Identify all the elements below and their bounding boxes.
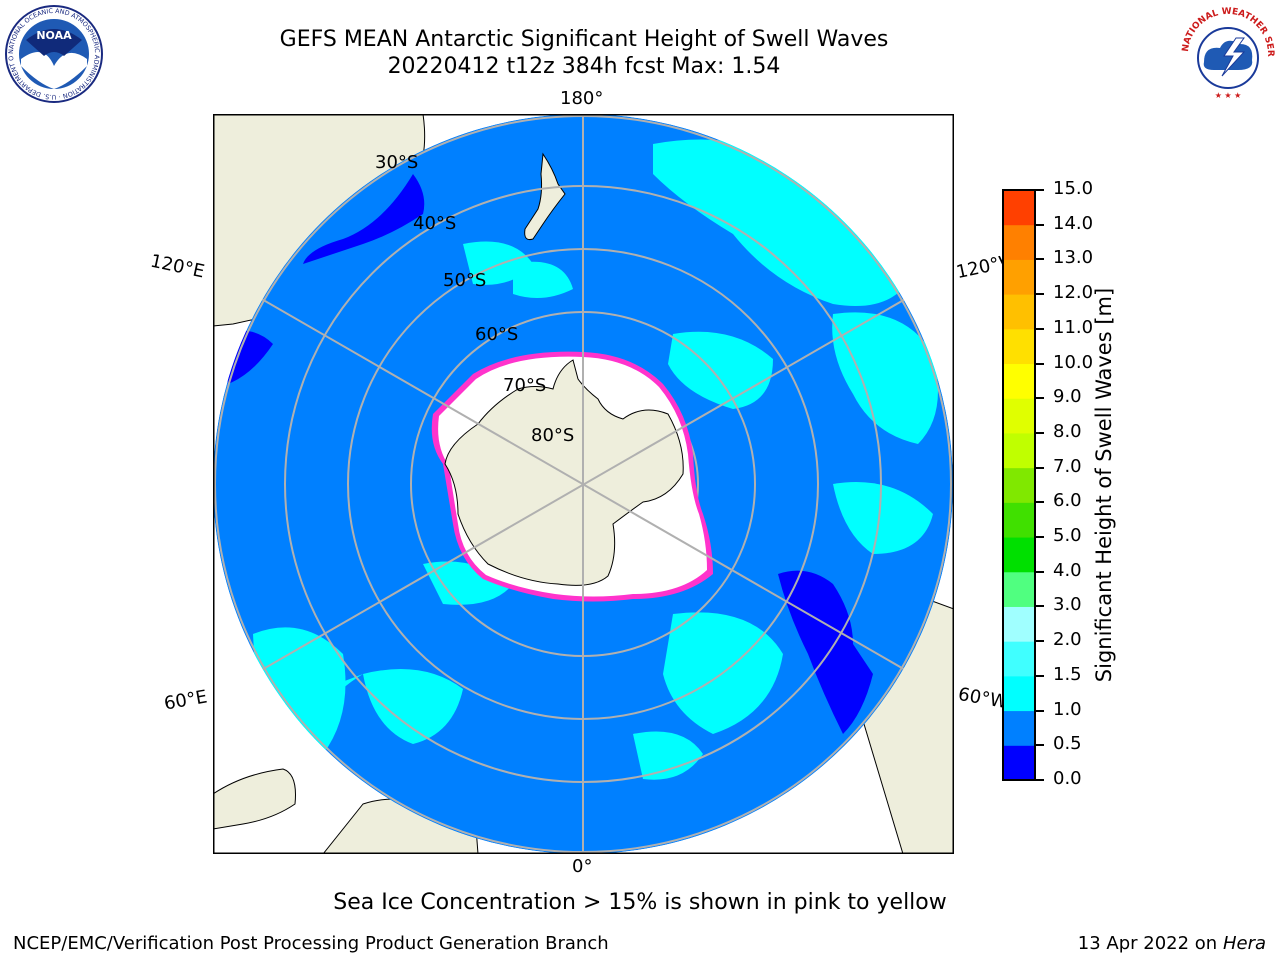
colorbar-swatch <box>1004 606 1034 642</box>
colorbar-tick-mark <box>1036 570 1044 573</box>
colorbar-tick-label: 3.0 <box>1053 594 1082 616</box>
colorbar-swatch <box>1004 710 1034 746</box>
colorbar-tick-mark <box>1036 744 1044 747</box>
credit-text: NCEP/EMC/Verification Post Processing Pr… <box>13 933 609 954</box>
colorbar-tick-mark <box>1036 640 1044 643</box>
new-zealand-land <box>524 152 566 240</box>
colorbar-tick-label: 0.5 <box>1053 733 1082 755</box>
colorbar-tick-label: 0.0 <box>1053 768 1082 789</box>
lon-label-120e: 120°E <box>148 250 207 283</box>
run-date: 13 Apr 2022 on Hera <box>1078 933 1266 954</box>
colorbar-swatch <box>1004 641 1034 677</box>
lon-label-180: 180° <box>560 88 604 109</box>
colorbar-tick-label: 5.0 <box>1053 525 1082 547</box>
colorbar-tick-mark <box>1036 327 1044 330</box>
colorbar-tick-mark <box>1036 536 1044 539</box>
lon-label-60e: 60°E <box>162 686 209 715</box>
colorbar-tick-mark <box>1036 605 1044 608</box>
colorbar-tick-label: 1.5 <box>1053 663 1082 685</box>
sea-ice-note: Sea Ice Concentration > 15% is shown in … <box>333 890 947 915</box>
polar-map: 30°S 40°S 50°S 60°S 70°S 80°S <box>213 114 954 854</box>
colorbar-tick-label: 6.0 <box>1053 490 1082 512</box>
host-name: Hera <box>1222 933 1266 954</box>
colorbar-swatch <box>1004 502 1034 538</box>
run-date-prefix: 13 Apr 2022 on <box>1077 933 1223 954</box>
lat-label-30s: 30°S <box>375 152 418 173</box>
colorbar-tick-label: 14.0 <box>1053 212 1094 234</box>
colorbar-tick-label: 11.0 <box>1053 316 1094 338</box>
lat-label-40s: 40°S <box>413 213 456 234</box>
nws-logo-icon: NATIONAL WEATHER SERVICE ★ ★ ★ <box>1178 4 1276 102</box>
colorbar-tick-mark <box>1036 501 1044 504</box>
colorbar-tick-label: 4.0 <box>1053 559 1082 581</box>
colorbar-tick-label: 13.0 <box>1053 247 1094 269</box>
colorbar-swatch <box>1004 328 1034 365</box>
chart-subtitle: 20220412 t12z 384h fcst Max: 1.54 <box>387 54 781 79</box>
colorbar-tick-label: 10.0 <box>1053 351 1094 373</box>
noaa-logo-text: NOAA <box>36 29 72 42</box>
colorbar <box>1002 189 1036 781</box>
colorbar-tick-label: 15.0 <box>1053 178 1094 199</box>
colorbar-tick-mark <box>1036 709 1044 712</box>
colorbar-swatch <box>1004 294 1034 330</box>
colorbar-swatch <box>1004 224 1034 260</box>
lat-label-50s: 50°S <box>443 270 486 291</box>
colorbar-swatch <box>1004 537 1034 573</box>
colorbar-swatch <box>1004 259 1034 295</box>
lat-label-60s: 60°S <box>475 324 518 345</box>
colorbar-tick-mark <box>1036 397 1044 400</box>
colorbar-swatch <box>1004 190 1034 226</box>
colorbar-tick-mark <box>1036 189 1044 191</box>
colorbar-swatch <box>1004 745 1034 781</box>
colorbar-tick-label: 12.0 <box>1053 282 1094 304</box>
madagascar-land <box>213 768 296 830</box>
lat-label-80s: 80°S <box>531 425 574 446</box>
colorbar-swatch <box>1004 467 1034 503</box>
colorbar-tick-label: 8.0 <box>1053 420 1082 442</box>
colorbar-tick-label: 2.0 <box>1053 629 1082 651</box>
lat-label-70s: 70°S <box>503 375 546 396</box>
colorbar-swatch <box>1004 363 1034 399</box>
colorbar-tick-label: 1.0 <box>1053 698 1082 720</box>
colorbar-swatch <box>1004 675 1034 712</box>
colorbar-tick-mark <box>1036 466 1044 469</box>
colorbar-tick-label: 7.0 <box>1053 455 1082 477</box>
colorbar-tick-mark <box>1036 258 1044 261</box>
colorbar-tick-mark <box>1036 431 1044 434</box>
chart-title: GEFS MEAN Antarctic Significant Height o… <box>279 27 889 52</box>
colorbar-tick-mark <box>1036 779 1044 781</box>
svg-text:★ ★ ★: ★ ★ ★ <box>1215 91 1242 100</box>
lon-label-0: 0° <box>572 856 593 877</box>
colorbar-tick-mark <box>1036 362 1044 365</box>
colorbar-tick-label: 9.0 <box>1053 386 1082 408</box>
colorbar-tick-mark <box>1036 223 1044 226</box>
colorbar-tick-mark <box>1036 674 1044 677</box>
colorbar-swatch <box>1004 432 1034 469</box>
colorbar-tick-mark <box>1036 293 1044 296</box>
colorbar-title: Significant Height of Swell Waves [m] <box>1092 287 1116 683</box>
colorbar-swatch <box>1004 571 1034 607</box>
colorbar-swatch <box>1004 398 1034 434</box>
noaa-logo-icon: NATIONAL OCEANIC AND ATMOSPHERIC ADMINIS… <box>4 4 103 103</box>
